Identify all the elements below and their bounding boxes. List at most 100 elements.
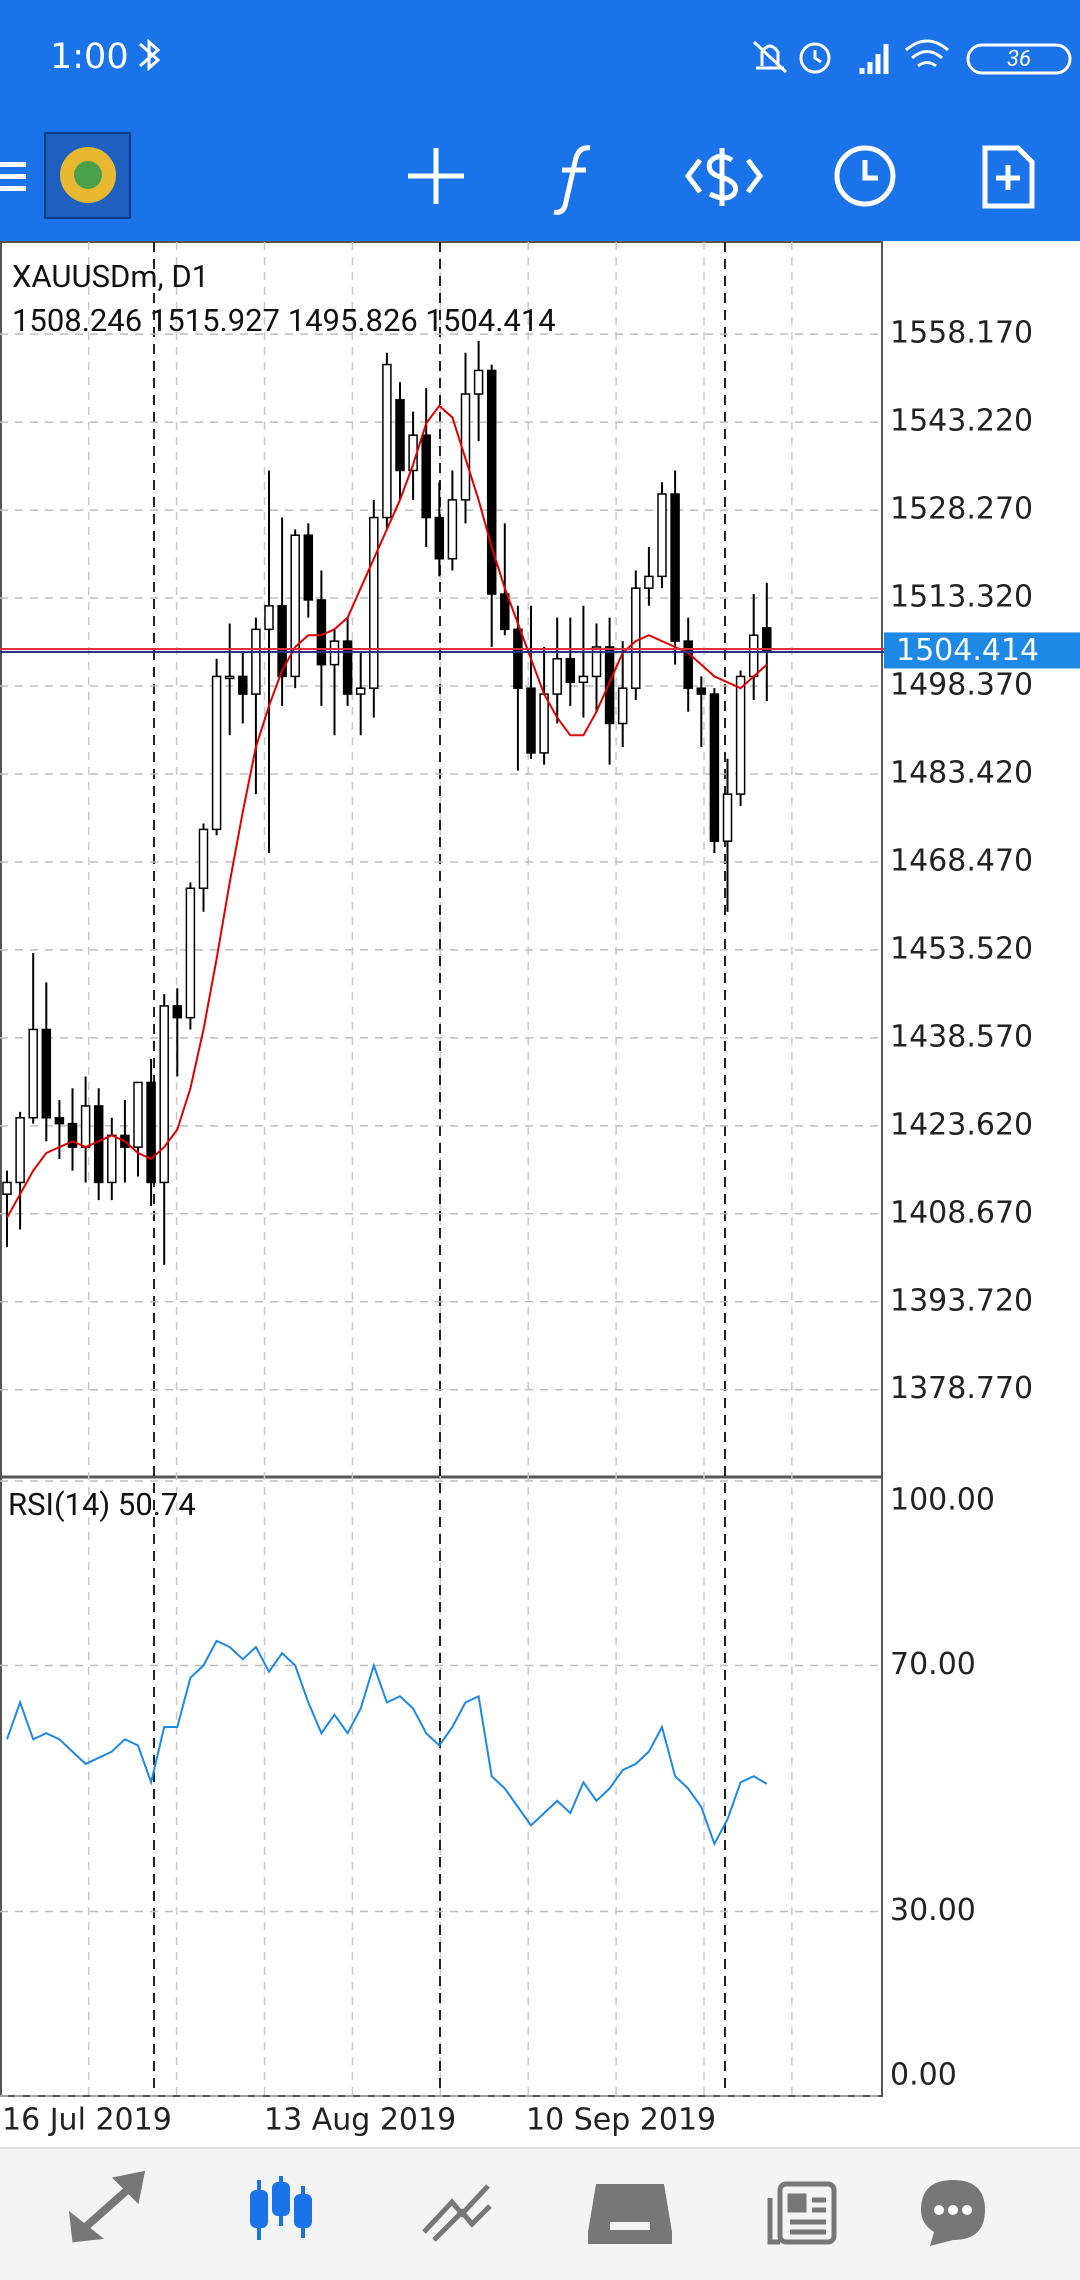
nav-quotes[interactable] — [68, 2170, 146, 2243]
indicators-button[interactable] — [553, 145, 591, 215]
y-tick-label: 1558.170 — [890, 316, 1033, 351]
crosshair-button[interactable] — [408, 148, 464, 204]
candle-body — [15, 1116, 25, 1184]
x-tick-label: 16 Jul 2019 — [2, 2103, 172, 2138]
app-logo[interactable] — [44, 132, 131, 219]
candle-body — [41, 1028, 52, 1119]
nav-chart[interactable] — [250, 2176, 312, 2240]
candle-body — [709, 693, 720, 842]
candle-body — [238, 675, 248, 695]
candle-body — [434, 516, 445, 560]
y-tick-label: 1393.720 — [890, 1283, 1033, 1318]
y-tick-label: 1513.320 — [890, 580, 1033, 615]
candle-body — [28, 1028, 38, 1119]
candle-body — [722, 793, 733, 842]
candle-body — [67, 1122, 78, 1148]
period-button[interactable] — [834, 145, 896, 207]
candle-body — [565, 658, 576, 684]
moving-average — [6, 404, 768, 1219]
candle-body — [224, 675, 235, 680]
candle-body — [251, 628, 261, 695]
symbol-title: XAUUSDm, D1 — [12, 258, 209, 295]
y-tick-label: 0.00 — [890, 2058, 957, 2093]
candle-body — [421, 434, 431, 519]
candle-body — [264, 605, 274, 631]
open-value: 1508.246 — [12, 302, 142, 339]
rsi-value: 50.74 — [118, 1486, 196, 1523]
candle-body — [93, 1105, 104, 1184]
candle-body — [513, 628, 523, 689]
candle-body — [316, 599, 327, 666]
candle-body — [395, 399, 405, 472]
y-tick-label: 1378.770 — [890, 1371, 1033, 1406]
candle-body — [146, 1081, 156, 1184]
candle-body — [80, 1105, 91, 1148]
nav-history[interactable] — [588, 2184, 672, 2244]
candle-body — [2, 1181, 12, 1195]
y-tick-label: 1498.370 — [890, 668, 1033, 703]
candle-body — [486, 369, 497, 595]
new-order-button[interactable] — [982, 145, 1035, 209]
candle-body — [107, 1134, 117, 1184]
nav-news[interactable] — [767, 2181, 837, 2245]
candle-body — [172, 1005, 183, 1019]
status-icons — [752, 39, 1072, 75]
candle-body — [578, 675, 589, 684]
x-tick-label: 10 Sep 2019 — [526, 2103, 716, 2138]
ohlc-readout: 1508.246 1515.927 1495.826 1504.414 — [12, 302, 556, 339]
candle-body — [447, 499, 458, 560]
y-tick-label: 1438.570 — [890, 1019, 1033, 1054]
bottom-nav — [0, 2148, 1080, 2280]
candle-body — [382, 363, 392, 519]
y-tick-label: 1453.520 — [890, 931, 1033, 966]
candle-body — [159, 1005, 169, 1184]
candle-body — [644, 575, 654, 589]
nav-trade[interactable] — [422, 2184, 492, 2242]
toolbar — [0, 132, 1035, 219]
candle-body — [211, 675, 222, 831]
x-tick-label: 13 Aug 2019 — [264, 2103, 456, 2138]
candle-body — [696, 687, 707, 695]
candle-body — [631, 587, 641, 689]
candle-body — [473, 369, 484, 395]
nav-chats[interactable] — [921, 2180, 985, 2246]
status-time: 1:00 — [50, 37, 129, 77]
rsi-readout: RSI(14) 50.74 — [8, 1486, 196, 1523]
candle-body — [290, 534, 300, 678]
candle-body — [277, 605, 287, 678]
rsi-line — [6, 1639, 768, 1847]
candle-body — [526, 687, 536, 754]
candle-body — [735, 675, 746, 795]
candle-body — [552, 658, 562, 695]
battery-level: 36 — [1007, 47, 1031, 72]
menu-button[interactable] — [0, 162, 26, 191]
candle-body — [657, 493, 667, 578]
app-header — [0, 0, 1080, 241]
candle-body — [617, 687, 628, 725]
y-tick-label: 1408.670 — [890, 1195, 1033, 1230]
y-tick-label: 100.00 — [890, 1483, 995, 1518]
candle-body — [342, 640, 353, 695]
candle-body — [133, 1081, 143, 1148]
candle-body — [683, 640, 693, 689]
candle-body — [369, 516, 379, 689]
last-price-box — [884, 632, 1080, 669]
candle-body — [604, 646, 615, 725]
candle-body — [591, 646, 602, 678]
candle-body — [185, 887, 196, 1019]
candle-body — [670, 493, 680, 642]
y-tick-label: 1423.620 — [890, 1107, 1033, 1142]
candle-body — [762, 627, 772, 652]
trade-button[interactable] — [684, 148, 764, 206]
y-tick-label: 1528.270 — [890, 492, 1033, 527]
high-value: 1515.927 — [150, 302, 280, 339]
y-tick-label: 70.00 — [890, 1647, 976, 1682]
last-price-label: 1504.414 — [896, 633, 1039, 668]
bluetooth-icon — [139, 38, 161, 72]
close-value: 1504.414 — [426, 302, 556, 339]
y-tick-label: 30.00 — [890, 1893, 976, 1928]
y-tick-label: 1483.420 — [890, 755, 1033, 790]
